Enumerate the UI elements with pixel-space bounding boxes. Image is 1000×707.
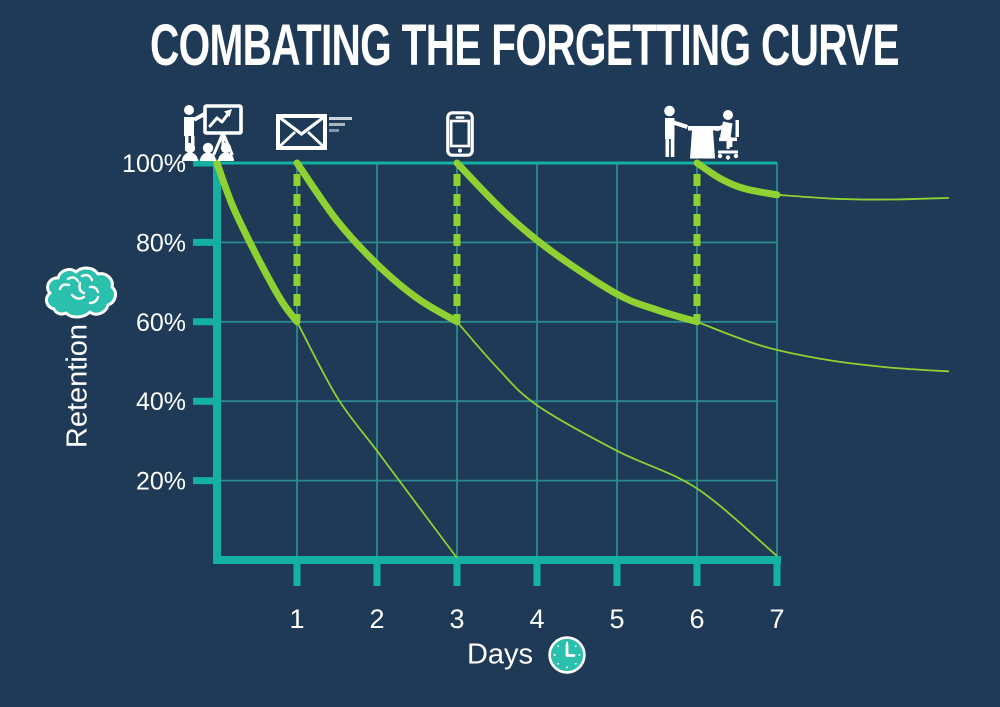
curve-decay-after-review-2 xyxy=(453,159,701,326)
curve-decay-after-review-1 xyxy=(293,159,461,326)
curve-decay-after-review-3-projection xyxy=(776,193,950,201)
x-tick-label: 2 xyxy=(369,604,384,634)
smartphone-icon xyxy=(446,111,474,157)
y-tick-label: 40% xyxy=(136,388,186,416)
email-icon xyxy=(276,113,352,151)
x-tick-label: 4 xyxy=(529,604,544,634)
x-tick-label: 1 xyxy=(289,604,304,634)
x-tick-label: 7 xyxy=(769,604,784,634)
y-axis-title: Retention xyxy=(61,323,94,449)
y-tick-label: 60% xyxy=(136,309,186,337)
x-tick-label: 6 xyxy=(689,604,704,634)
meeting-icon xyxy=(660,103,746,161)
curve-no-review-after-day-1 xyxy=(296,321,458,559)
curve-no-review-after-day-3 xyxy=(456,321,778,557)
y-tick-label: 100% xyxy=(122,150,186,178)
curve-no-review-after-day-6 xyxy=(696,320,950,373)
y-tick-label: 80% xyxy=(136,229,186,257)
x-tick-label: 3 xyxy=(449,604,464,634)
clock-icon xyxy=(547,635,587,675)
x-axis-title: Days xyxy=(466,638,534,671)
presentation-training-icon xyxy=(178,103,244,161)
page-title: COMBATING THE FORGETTING CURVE xyxy=(150,13,900,78)
x-tick-label: 5 xyxy=(609,604,624,634)
curve-decay-after-review-3 xyxy=(693,159,781,199)
curve-initial-learning-decay xyxy=(213,159,301,326)
brain-icon xyxy=(42,265,118,323)
y-tick-label: 20% xyxy=(136,468,186,496)
speed-lines xyxy=(329,117,352,132)
